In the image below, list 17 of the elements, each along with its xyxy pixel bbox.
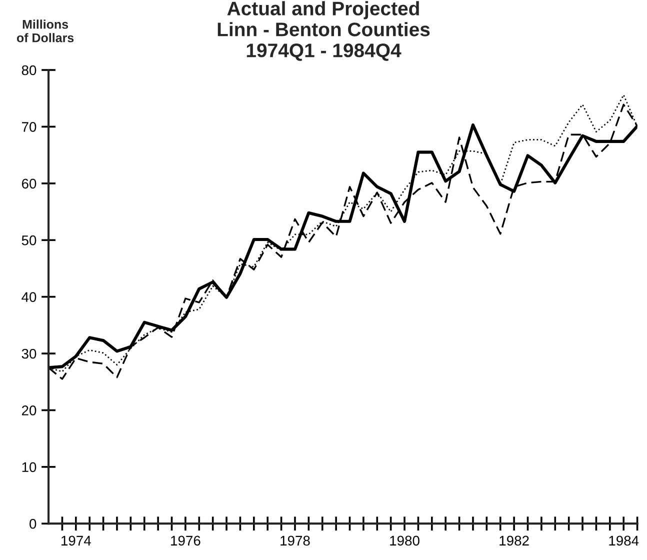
- y-tick-label: 30: [22, 348, 36, 359]
- x-tick-label: 1984: [609, 536, 639, 546]
- x-tick-label: 1978: [280, 536, 310, 546]
- y-tick-label: 80: [22, 65, 36, 76]
- y-tick-label: 10: [22, 462, 36, 472]
- y-tick-label: 60: [22, 178, 36, 189]
- y-tick-label: 50: [22, 235, 36, 246]
- y-axis-title: Millions of Dollars: [16, 20, 74, 42]
- chart-title: Actual and Projected Linn - Benton Counties 1974Q1 - 1984Q4: [218, 1, 430, 61]
- y-tick-label: 0: [30, 518, 36, 529]
- y-tick-label: 20: [22, 406, 36, 416]
- x-tick-label: 1982: [500, 536, 529, 546]
- x-tick-label: 1974: [62, 536, 91, 546]
- x-tick-label: 1976: [171, 536, 200, 546]
- x-tick-label: 1980: [390, 536, 420, 546]
- y-tick-label: 40: [22, 292, 36, 302]
- y-tick-label: 70: [22, 122, 36, 132]
